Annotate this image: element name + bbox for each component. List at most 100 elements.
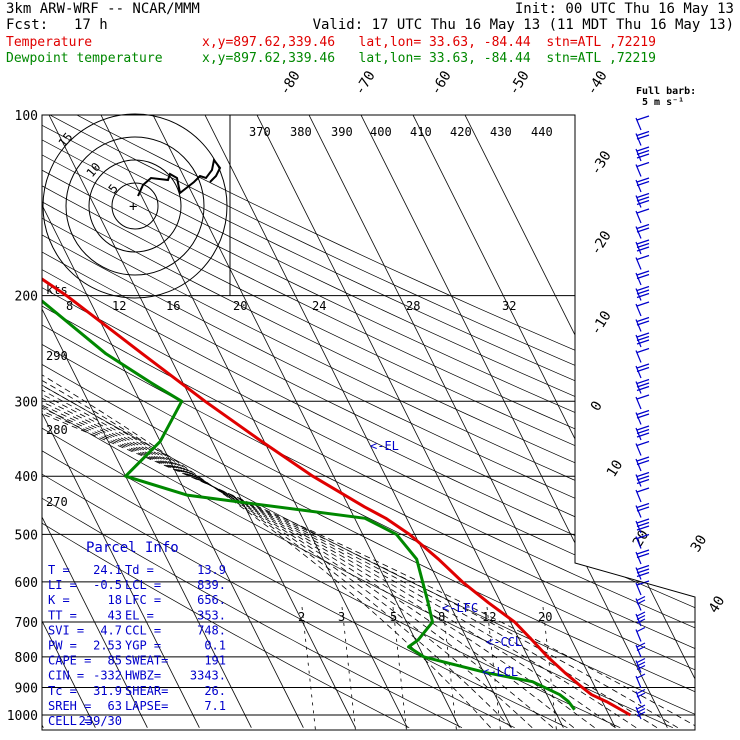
hodo-speed-label: 16 bbox=[166, 299, 180, 313]
wind-barb-flag bbox=[636, 568, 650, 574]
parcel-info-cell: T = bbox=[48, 563, 70, 577]
parcel-info-cell: SREH = bbox=[48, 699, 91, 713]
moist-adiabat bbox=[42, 307, 695, 729]
wind-barb-staff bbox=[635, 567, 642, 580]
parcel-info-cell: 85 bbox=[108, 654, 122, 668]
dewpoint-legend-info: x,y=897.62,339.46 lat,lon= 33.63, -84.44… bbox=[202, 51, 656, 66]
mixing-ratio-label: 3 bbox=[338, 610, 345, 624]
wind-barb-flag bbox=[636, 425, 650, 431]
wind-barb-flag bbox=[636, 242, 650, 249]
wind-barb-staff bbox=[635, 195, 642, 208]
wind-barb-flag bbox=[636, 502, 650, 509]
wind-barb-flag bbox=[636, 618, 646, 624]
moist-adiabat bbox=[42, 307, 491, 728]
wind-barb-flag bbox=[636, 339, 650, 345]
isotherm bbox=[398, 115, 695, 728]
wind-barb-flag bbox=[636, 521, 650, 528]
wind-barb-flag bbox=[636, 134, 650, 140]
parcel-info-cell: 839. bbox=[197, 578, 226, 592]
mixing-ratio-line bbox=[486, 606, 502, 730]
parcel-info-cell: EL = bbox=[125, 608, 154, 622]
hodo-ring bbox=[111, 182, 159, 230]
isotherm bbox=[42, 115, 148, 728]
parcel-info-cell: PW = bbox=[48, 639, 77, 653]
wind-barb-flag bbox=[636, 552, 650, 559]
wind-barb-flag bbox=[636, 692, 646, 698]
parcel-info-cell: 0.1 bbox=[204, 639, 226, 653]
wind-barb-flag bbox=[636, 285, 650, 292]
wind-barb-flag bbox=[636, 506, 650, 512]
wind-barb-staff bbox=[635, 117, 642, 131]
wind-barb-flag bbox=[636, 366, 650, 373]
pressure-tick-label: 800 bbox=[15, 651, 38, 666]
parcel-info-cell: 63 bbox=[108, 699, 122, 713]
parcel-info-cell: LFC = bbox=[125, 593, 161, 607]
wind-barb-flag bbox=[636, 432, 650, 438]
wind-barb-staff bbox=[635, 675, 642, 689]
dry-adiabat bbox=[42, 115, 695, 729]
dry-adiabat bbox=[42, 115, 695, 729]
dry-adiabat bbox=[42, 115, 695, 729]
wind-barb-flag bbox=[636, 130, 650, 137]
hodo-ring bbox=[42, 113, 228, 299]
parcel-info-cell: K = bbox=[48, 593, 70, 607]
wind-barb-flag bbox=[636, 382, 650, 388]
wind-barb-staff bbox=[635, 474, 642, 487]
isotherm-label: -50 bbox=[506, 68, 533, 98]
wind-barbs bbox=[635, 115, 650, 720]
isotherm-label: -20 bbox=[588, 228, 615, 258]
mixing-ratio-label: 12 bbox=[482, 610, 496, 624]
parcel-info-cell: 3343. bbox=[190, 669, 226, 683]
theta-e-label: 440 bbox=[531, 125, 553, 139]
wind-barb-flag bbox=[636, 599, 646, 605]
wind-barb-flag bbox=[636, 661, 646, 667]
wind-barb-flag bbox=[636, 459, 650, 466]
wind-barb-staff bbox=[635, 520, 642, 534]
parcel-info-cell: CAPE = bbox=[48, 654, 91, 668]
hodo-speed-label: 32 bbox=[502, 299, 516, 313]
parcel-info-cell: 18 bbox=[108, 593, 122, 607]
level-label: <-LFC bbox=[442, 601, 478, 615]
isotherm-label: -10 bbox=[588, 308, 615, 338]
init-time: Init: 00 UTC Thu 16 May 13 bbox=[514, 1, 734, 17]
wind-barb-flag bbox=[636, 471, 650, 478]
wind-barb-staff bbox=[635, 164, 642, 177]
wind-barb-staff bbox=[635, 257, 642, 270]
isotherm bbox=[242, 115, 564, 728]
isotherm-label: 0 bbox=[588, 398, 606, 414]
dry-adiabat bbox=[42, 115, 463, 729]
dry-adiabat bbox=[42, 115, 568, 729]
wind-barb-staff bbox=[635, 458, 642, 472]
pressure-axis-labels: 100 200 300 400 500 600 700 800 900 1000 bbox=[7, 109, 38, 724]
hodo-ring bbox=[88, 159, 182, 253]
pressure-tick-label: 700 bbox=[15, 616, 38, 631]
forecast-label: Fcst: bbox=[6, 17, 49, 33]
wind-barb-staff bbox=[635, 427, 642, 441]
hodo-speed-label: 12 bbox=[112, 299, 126, 313]
isotherm bbox=[86, 115, 408, 728]
moist-adiabat bbox=[42, 307, 637, 729]
mixing-ratio-label: 20 bbox=[538, 610, 552, 624]
parcel-info-cell: SWEAT= bbox=[125, 654, 168, 668]
wind-barb-staff bbox=[635, 613, 642, 627]
wind-barb-flag bbox=[636, 711, 646, 717]
wind-barb-flag bbox=[636, 487, 650, 493]
temperature-legend-info: x,y=897.62,339.46 lat,lon= 33.63, -84.44… bbox=[202, 35, 656, 50]
wind-barb-staff bbox=[635, 443, 642, 456]
wind-barb-flag bbox=[636, 347, 650, 354]
wind-barb-staff bbox=[635, 272, 642, 286]
parcel-info-cell: 24.1 bbox=[93, 563, 122, 577]
parcel-info-cell: 353. bbox=[197, 608, 226, 622]
wind-barb-flag bbox=[636, 289, 650, 295]
pressure-tick-label: 300 bbox=[15, 395, 38, 410]
wind-barb-staff bbox=[635, 551, 642, 565]
dry-adiabat bbox=[42, 115, 695, 729]
mixing-ratio-label: 8 bbox=[438, 610, 445, 624]
parcel-info-cell: Td = bbox=[125, 563, 154, 577]
wind-barb-flag bbox=[636, 316, 650, 323]
barb-key-value: 5 m s⁻¹ bbox=[642, 97, 685, 108]
parcel-info-cell: 31.9 bbox=[93, 684, 122, 698]
parcel-info-title: Parcel Info bbox=[86, 540, 179, 556]
temperature-legend-label: Temperature bbox=[6, 35, 93, 50]
